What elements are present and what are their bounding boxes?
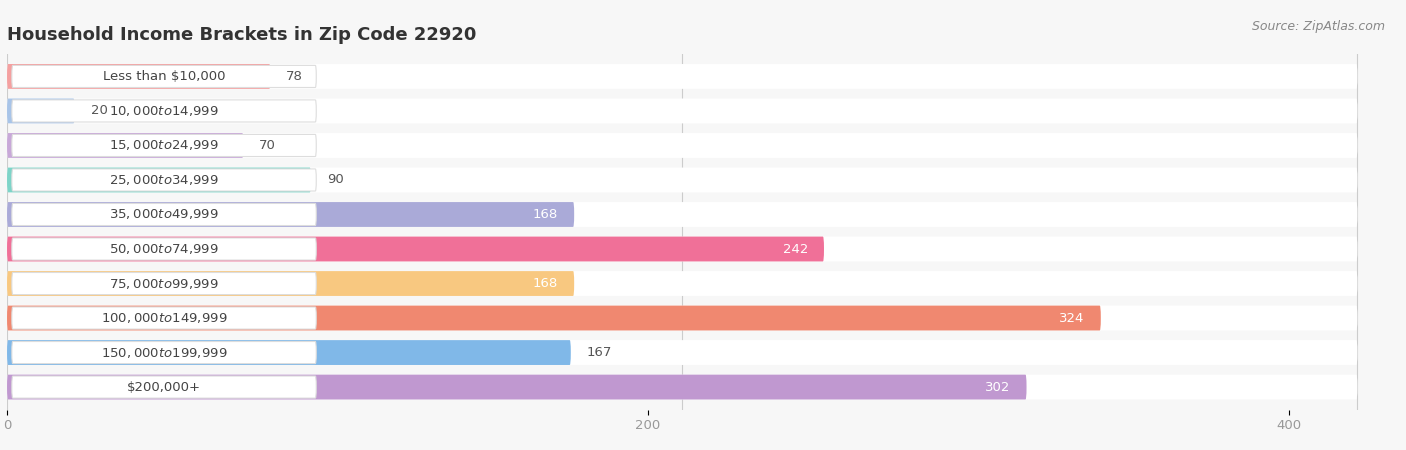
FancyBboxPatch shape bbox=[7, 271, 574, 296]
Text: 167: 167 bbox=[586, 346, 612, 359]
FancyBboxPatch shape bbox=[7, 237, 824, 261]
FancyBboxPatch shape bbox=[11, 307, 316, 329]
Text: 78: 78 bbox=[287, 70, 304, 83]
Text: $10,000 to $14,999: $10,000 to $14,999 bbox=[110, 104, 219, 118]
FancyBboxPatch shape bbox=[11, 238, 316, 260]
Text: 168: 168 bbox=[533, 277, 558, 290]
FancyBboxPatch shape bbox=[7, 340, 571, 365]
FancyBboxPatch shape bbox=[7, 99, 1357, 123]
FancyBboxPatch shape bbox=[11, 273, 316, 295]
Text: 70: 70 bbox=[259, 139, 276, 152]
FancyBboxPatch shape bbox=[7, 133, 243, 158]
Text: 20: 20 bbox=[90, 104, 107, 117]
Text: $25,000 to $34,999: $25,000 to $34,999 bbox=[110, 173, 219, 187]
FancyBboxPatch shape bbox=[11, 135, 316, 157]
Text: $150,000 to $199,999: $150,000 to $199,999 bbox=[101, 346, 228, 360]
Text: 242: 242 bbox=[783, 243, 808, 256]
Text: $15,000 to $24,999: $15,000 to $24,999 bbox=[110, 139, 219, 153]
Text: Source: ZipAtlas.com: Source: ZipAtlas.com bbox=[1251, 20, 1385, 33]
Text: $100,000 to $149,999: $100,000 to $149,999 bbox=[101, 311, 228, 325]
FancyBboxPatch shape bbox=[7, 271, 1357, 296]
FancyBboxPatch shape bbox=[11, 100, 316, 122]
FancyBboxPatch shape bbox=[7, 133, 1357, 158]
FancyBboxPatch shape bbox=[7, 167, 1357, 193]
FancyBboxPatch shape bbox=[7, 202, 574, 227]
Text: Less than $10,000: Less than $10,000 bbox=[103, 70, 225, 83]
FancyBboxPatch shape bbox=[7, 375, 1026, 400]
FancyBboxPatch shape bbox=[7, 64, 1357, 89]
Text: $75,000 to $99,999: $75,000 to $99,999 bbox=[110, 276, 219, 291]
FancyBboxPatch shape bbox=[11, 376, 316, 398]
Text: 168: 168 bbox=[533, 208, 558, 221]
FancyBboxPatch shape bbox=[11, 169, 316, 191]
FancyBboxPatch shape bbox=[11, 65, 316, 87]
FancyBboxPatch shape bbox=[7, 306, 1357, 330]
FancyBboxPatch shape bbox=[7, 375, 1357, 400]
FancyBboxPatch shape bbox=[7, 202, 1357, 227]
Text: $200,000+: $200,000+ bbox=[127, 381, 201, 394]
Text: $35,000 to $49,999: $35,000 to $49,999 bbox=[110, 207, 219, 221]
FancyBboxPatch shape bbox=[11, 342, 316, 364]
Text: 324: 324 bbox=[1059, 311, 1085, 324]
Text: $50,000 to $74,999: $50,000 to $74,999 bbox=[110, 242, 219, 256]
FancyBboxPatch shape bbox=[7, 237, 1357, 261]
FancyBboxPatch shape bbox=[7, 99, 75, 123]
FancyBboxPatch shape bbox=[7, 340, 1357, 365]
FancyBboxPatch shape bbox=[7, 64, 270, 89]
FancyBboxPatch shape bbox=[7, 167, 311, 193]
Text: 90: 90 bbox=[326, 174, 343, 186]
FancyBboxPatch shape bbox=[11, 203, 316, 225]
Text: 302: 302 bbox=[986, 381, 1011, 394]
Text: Household Income Brackets in Zip Code 22920: Household Income Brackets in Zip Code 22… bbox=[7, 26, 477, 44]
FancyBboxPatch shape bbox=[7, 306, 1101, 330]
